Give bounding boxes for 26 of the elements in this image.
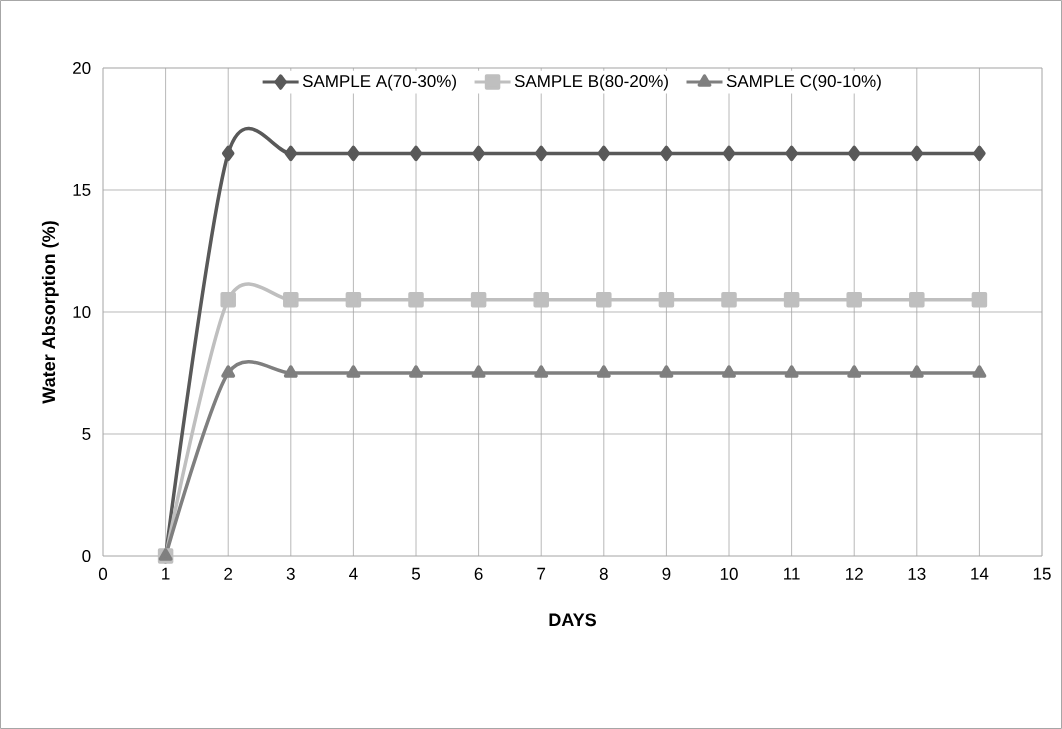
x-tick-label: 10 [720, 567, 738, 580]
x-tick-label: 14 [971, 567, 989, 580]
x-tick-label: 9 [662, 567, 671, 580]
y-tick-label: 20 [73, 61, 91, 75]
x-tick-label: 1 [162, 567, 170, 580]
x-tick-label: 3 [286, 567, 295, 580]
x-tick-label: 4 [349, 567, 358, 580]
x-tick-label: 11 [784, 567, 800, 580]
legend-label: SAMPLE A(70-30%) [302, 74, 456, 91]
x-tick-label: 0 [98, 567, 108, 580]
legend-label: SAMPLE C(90-10%) [726, 74, 881, 91]
y-axis-title: Water Absorption (%) [41, 221, 59, 404]
x-tick-label: 7 [537, 567, 546, 580]
x-tick-label: 12 [846, 567, 863, 580]
x-tick-label: 15 [1033, 567, 1051, 580]
x-tick-label: 6 [474, 567, 483, 580]
x-tick-label: 5 [411, 567, 421, 580]
x-tick-label: 8 [599, 567, 608, 580]
x-tick-label: 13 [908, 567, 926, 580]
y-tick-label: 10 [73, 305, 91, 319]
y-tick-label: 5 [82, 428, 91, 440]
x-axis-title: DAYS [549, 613, 596, 627]
x-tick-label: 2 [224, 567, 233, 580]
legend-label: SAMPLE B(80-20%) [514, 74, 668, 91]
y-tick-label: 0 [82, 549, 91, 563]
y-tick-label: 15 [73, 184, 91, 196]
